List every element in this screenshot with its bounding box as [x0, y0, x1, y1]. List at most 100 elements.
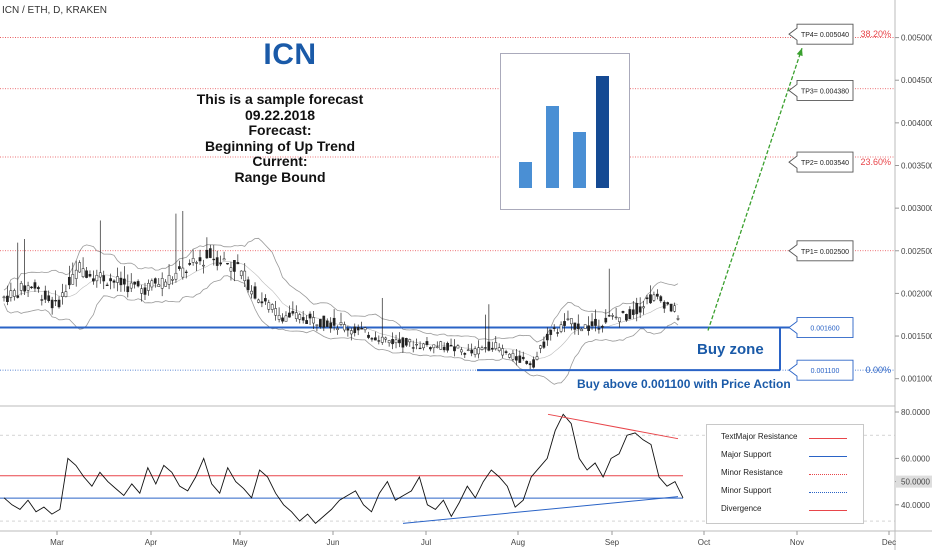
candle-body: [652, 294, 656, 301]
candle-body: [374, 337, 377, 341]
candle-body: [343, 324, 346, 331]
note-line: This is a sample forecast: [196, 91, 364, 107]
candle-body: [277, 315, 281, 320]
legend: TextMajor Resistance Major Support Minor…: [706, 424, 864, 524]
candle-body: [23, 285, 26, 292]
time-tick-label: Oct: [698, 538, 711, 547]
candle-body: [140, 288, 143, 294]
candle-body: [133, 281, 137, 285]
bollinger-lower: [3, 275, 679, 385]
candle-body: [429, 347, 432, 350]
candle-body: [123, 278, 126, 285]
oscillator-line: [3, 413, 684, 525]
candle-body: [88, 274, 92, 277]
candle-body: [322, 315, 326, 328]
candle-body: [64, 291, 68, 297]
zone-label-0-box: [788, 317, 854, 338]
target-tp2-fib: 23.60%: [860, 157, 891, 167]
zone-label-0-text: 0.001600: [810, 326, 839, 333]
candle-body: [411, 347, 415, 349]
legend-item: Minor Support: [721, 486, 772, 495]
target-tp2: TP2= 0.003540 23.60%: [788, 151, 891, 173]
price-tick-label: 0.004000: [901, 119, 932, 128]
candle-body: [535, 356, 539, 360]
candle-body: [449, 344, 453, 347]
osc-tick-label: 40.0000: [901, 501, 930, 510]
note-line: Beginning of Up Trend: [204, 137, 356, 154]
time-tick-label: Sep: [605, 538, 620, 547]
candle-body: [432, 344, 436, 349]
candle-body: [480, 347, 484, 350]
candle-body: [604, 317, 608, 323]
candle-body: [649, 294, 652, 304]
candle-body: [188, 263, 192, 265]
candle-body: [614, 316, 618, 319]
candle-body: [387, 340, 391, 344]
target-tp4: TP4= 0.005040 38.20%: [788, 23, 891, 45]
zone-label-1-fib: 0.00%: [865, 365, 891, 375]
candle-body: [349, 330, 353, 335]
note-line: 09.22.2018: [244, 106, 316, 123]
divergence-resistance: [547, 413, 679, 440]
candle-body: [16, 295, 20, 298]
candle-body: [191, 258, 195, 263]
candle-body: [408, 339, 412, 343]
osc-current-badge: [896, 475, 932, 488]
target-tp1: TP1= 0.002500: [788, 240, 854, 262]
candle-body: [435, 346, 439, 348]
candle-body: [487, 341, 491, 351]
candle-body: [635, 303, 639, 315]
candle-body: [85, 270, 88, 278]
legend-swatch: [809, 510, 847, 511]
candle-body: [676, 318, 680, 320]
price-tick-label: 0.001500: [901, 332, 932, 341]
candle-body: [236, 262, 240, 265]
candle-body: [195, 262, 198, 264]
candle-body: [384, 337, 388, 340]
candle-body: [666, 302, 670, 305]
candle-body: [377, 340, 381, 342]
bollinger-upper: [3, 237, 679, 343]
candle-body: [401, 337, 405, 348]
candle-body: [150, 280, 154, 288]
candle-body: [628, 309, 632, 320]
candle-body: [539, 345, 542, 349]
candle-body: [57, 299, 61, 308]
candle-body: [439, 341, 443, 350]
candle-body: [442, 346, 446, 351]
candle-body: [136, 281, 140, 287]
candle-body: [308, 313, 312, 319]
bar-chart-logo: [500, 53, 630, 210]
candle-body: [95, 275, 99, 282]
price-tick-label: 0.005000: [901, 34, 932, 43]
candle-body: [212, 258, 216, 261]
candle-body: [521, 356, 525, 360]
candle-body: [157, 284, 161, 287]
candle-body: [590, 321, 594, 326]
candle-body: [6, 295, 9, 302]
candle-body: [260, 301, 264, 304]
candle-body: [126, 286, 130, 293]
candle-body: [67, 276, 71, 286]
candle-body: [109, 278, 112, 282]
candle-body: [587, 325, 590, 331]
candle-body: [473, 348, 477, 355]
candle-body: [226, 262, 229, 265]
target-tp3-box: [788, 80, 854, 101]
candle-body: [78, 262, 82, 273]
candle-body: [284, 315, 288, 322]
legend-item: TextMajor Resistance: [721, 432, 798, 441]
candle-body: [380, 336, 384, 343]
candle-body: [404, 338, 408, 346]
oscillator-panel: [0, 413, 684, 525]
legend-swatch: [809, 456, 847, 457]
candle-body: [160, 278, 164, 289]
candle-body: [81, 268, 85, 277]
time-tick-label: Jun: [327, 538, 340, 547]
candle-body: [607, 315, 611, 317]
candle-body: [477, 347, 480, 355]
buy-above-label: Buy above 0.001100 with Price Action: [577, 377, 791, 391]
target-tp4-box: [788, 23, 854, 45]
candle-body: [37, 287, 40, 290]
